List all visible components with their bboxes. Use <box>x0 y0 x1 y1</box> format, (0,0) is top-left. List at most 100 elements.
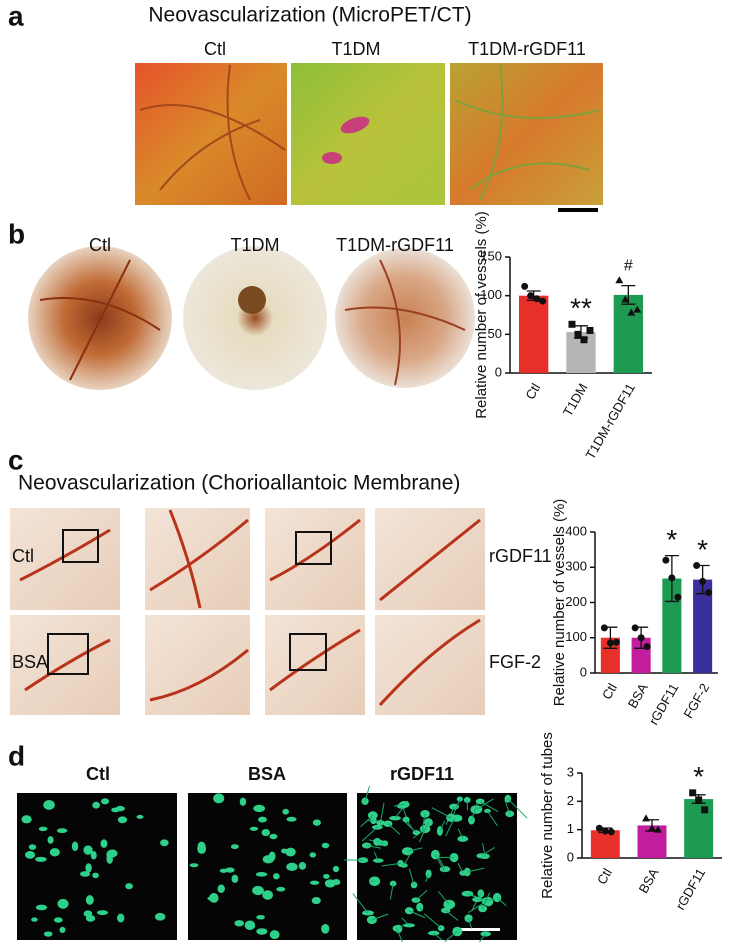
tube <box>468 900 487 914</box>
image-label: T1DM-rGDF11 <box>336 235 454 255</box>
y-tick-label: 300 <box>565 559 587 574</box>
data-point <box>527 292 535 300</box>
data-point <box>600 624 608 632</box>
y-axis-label: Relative number of tubes <box>539 732 556 899</box>
tube <box>471 893 482 912</box>
bar <box>600 637 620 673</box>
bar <box>590 830 620 858</box>
tube <box>364 785 371 802</box>
image-label: BSA <box>248 764 286 784</box>
cell <box>117 816 128 824</box>
cell <box>47 836 54 844</box>
cell <box>281 848 288 854</box>
cell <box>463 797 471 803</box>
bar <box>684 799 714 858</box>
image-label: rGDF11 <box>489 546 552 566</box>
cell <box>85 863 92 873</box>
tube <box>504 799 511 814</box>
tube <box>434 854 446 873</box>
cell <box>96 910 109 916</box>
tube <box>418 822 429 843</box>
y-tick-label: 50 <box>488 326 502 341</box>
tube <box>479 800 499 813</box>
cell <box>80 871 91 877</box>
tube <box>467 867 485 873</box>
tube <box>444 931 458 942</box>
x-tick-label: T1DM <box>560 381 591 419</box>
bar <box>662 578 682 673</box>
cell <box>376 819 385 826</box>
data-point <box>699 577 707 585</box>
cell <box>85 914 96 922</box>
data-point <box>631 624 639 632</box>
cell <box>373 858 384 863</box>
significance-mark: * <box>693 761 704 792</box>
cell <box>321 842 330 849</box>
cell <box>321 923 330 934</box>
cell <box>100 839 108 848</box>
x-tick-label: Ctl <box>522 381 543 402</box>
tube <box>373 851 379 861</box>
data-point <box>574 330 582 338</box>
cell <box>154 912 166 921</box>
cell <box>92 801 100 809</box>
cell <box>478 905 488 913</box>
tube <box>352 893 369 914</box>
significance-mark: * <box>697 534 708 565</box>
cell <box>111 807 120 813</box>
cell <box>309 880 320 885</box>
cell <box>269 833 278 840</box>
cell <box>312 819 321 826</box>
cell <box>213 793 225 804</box>
cell <box>217 884 225 893</box>
data-point <box>533 295 541 303</box>
tube <box>396 928 403 942</box>
tube <box>360 814 374 828</box>
y-tick-label: 150 <box>480 248 502 263</box>
significance-mark: * <box>666 524 677 555</box>
x-tick-label: FGF-2 <box>680 681 712 721</box>
tube <box>439 820 446 832</box>
cell <box>234 920 244 927</box>
data-point <box>601 827 609 835</box>
panel-label: b <box>8 218 25 249</box>
cell <box>253 804 266 813</box>
cam-images <box>10 508 485 715</box>
tube <box>457 863 464 874</box>
cell <box>403 923 415 928</box>
data-point <box>648 824 656 832</box>
data-point <box>621 295 630 303</box>
tube <box>366 844 382 849</box>
cell <box>44 801 52 806</box>
tube <box>487 810 498 826</box>
data-point <box>521 282 529 290</box>
y-tick-label: 0 <box>567 849 574 864</box>
x-tick-label: BSA <box>636 865 662 895</box>
cell <box>256 928 268 935</box>
tube-images <box>17 785 528 942</box>
cell <box>256 914 265 920</box>
tube <box>431 807 452 819</box>
cell <box>332 879 341 886</box>
image-label: Ctl <box>89 235 111 255</box>
panel-label: d <box>8 740 25 771</box>
cell <box>286 862 298 871</box>
y-tick-label: 0 <box>495 364 502 379</box>
y-tick-label: 100 <box>480 287 502 302</box>
image-label: rGDF11 <box>390 764 454 784</box>
data-point <box>606 639 614 647</box>
tube <box>457 828 464 840</box>
tube <box>415 889 428 901</box>
tube <box>433 932 443 941</box>
data-point <box>612 638 620 646</box>
cell <box>252 885 264 896</box>
tube <box>389 883 394 900</box>
cell <box>38 826 48 832</box>
cell <box>136 814 144 819</box>
cell <box>371 824 383 830</box>
y-tick-label: 100 <box>565 629 587 644</box>
cell <box>269 930 280 940</box>
data-point <box>627 308 636 316</box>
tube <box>419 906 424 912</box>
y-tick-label: 400 <box>565 523 587 538</box>
